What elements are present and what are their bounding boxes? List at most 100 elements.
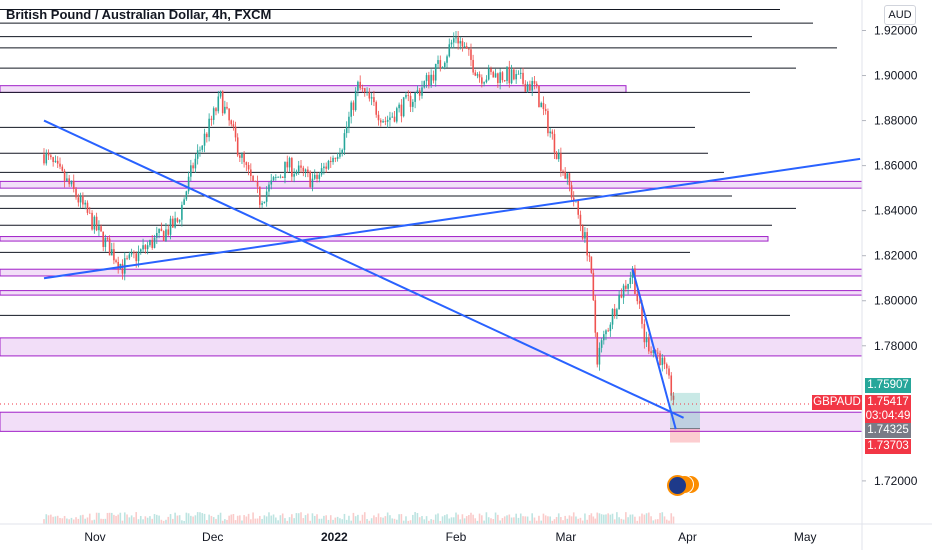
- candle-body: [439, 60, 442, 69]
- candle-body: [165, 229, 167, 241]
- volume-bar: [663, 516, 666, 524]
- candle-body: [409, 95, 412, 107]
- volume-bar: [659, 512, 661, 524]
- volume-bar: [323, 515, 325, 524]
- volume-bar: [104, 518, 107, 524]
- volume-bar: [631, 514, 634, 524]
- candle-body: [187, 176, 190, 192]
- volume-bar: [594, 518, 597, 524]
- candle-body: [270, 180, 273, 185]
- candle-body: [77, 197, 80, 203]
- volume-bar: [172, 518, 174, 524]
- candle-body: [350, 102, 352, 117]
- candle-body: [611, 308, 614, 325]
- candle-body: [529, 84, 531, 91]
- volume-bar: [391, 518, 394, 524]
- volume-bar: [106, 512, 109, 524]
- candle-body: [391, 116, 394, 118]
- volume-bar: [137, 519, 140, 524]
- volume-bar: [598, 513, 601, 524]
- volume-bar: [379, 517, 382, 524]
- volume-bar: [370, 518, 373, 524]
- candle-body: [659, 353, 661, 366]
- candle-body: [52, 157, 54, 163]
- candle-body: [557, 153, 560, 160]
- volume-bar: [584, 513, 586, 524]
- volume-bar: [487, 517, 490, 524]
- volume-bar: [228, 515, 230, 524]
- volume-bar: [239, 515, 241, 524]
- volume-bar: [302, 518, 305, 524]
- volume-bar: [236, 515, 239, 524]
- candle-body: [631, 268, 634, 278]
- volume-bar: [144, 516, 147, 524]
- candle-body: [88, 212, 91, 214]
- economic-events[interactable]: [665, 474, 705, 496]
- candle-body: [185, 191, 188, 200]
- volume-bar: [616, 512, 618, 524]
- volume-bar: [295, 513, 298, 524]
- candle-body: [327, 160, 330, 169]
- volume-bar: [382, 517, 384, 524]
- candle-body: [72, 180, 75, 189]
- volume-bar: [279, 515, 282, 524]
- candle-body: [169, 218, 172, 235]
- candle-body: [524, 83, 527, 92]
- candle-body: [499, 72, 501, 83]
- volume-bar: [70, 517, 73, 524]
- candle-body: [428, 75, 430, 86]
- candle-body: [620, 294, 623, 298]
- volume-bar: [515, 513, 517, 524]
- y-tick-label: 1.86000: [874, 159, 918, 173]
- y-tick-label: 1.78000: [874, 339, 918, 353]
- candle-body: [373, 97, 375, 103]
- candle-body: [643, 323, 646, 343]
- candle-body: [70, 180, 73, 185]
- trendline: [43, 119, 685, 419]
- trendline: [631, 268, 677, 430]
- volume-bar: [158, 515, 160, 524]
- australia-flag-icon[interactable]: [667, 475, 688, 496]
- volume-bar: [291, 514, 293, 524]
- volume-bar: [386, 512, 389, 524]
- volume-bar: [557, 513, 560, 524]
- candle-body: [657, 352, 659, 354]
- candle-body: [232, 124, 235, 127]
- volume-bar: [162, 520, 165, 524]
- volume-bar: [95, 512, 98, 524]
- volume-bar: [284, 518, 286, 524]
- candle-body: [212, 108, 215, 120]
- candle-body: [95, 216, 98, 231]
- candle-body: [382, 121, 384, 123]
- volume-bar: [100, 518, 102, 524]
- candle-body: [68, 178, 70, 185]
- currency-button[interactable]: AUD: [884, 5, 916, 25]
- candle-body: [325, 166, 327, 169]
- candle-body: [307, 169, 309, 172]
- volume-bar: [68, 519, 70, 524]
- candle-body: [366, 91, 368, 93]
- volume-bar: [167, 516, 170, 524]
- volume-bar: [357, 514, 359, 524]
- volume-bar: [448, 518, 451, 524]
- candle-body: [446, 56, 448, 63]
- volume-bar: [84, 518, 86, 524]
- candle-body: [594, 300, 597, 333]
- volume-bar: [402, 520, 405, 524]
- candle-body: [54, 160, 57, 163]
- candle-body: [247, 164, 250, 170]
- volume-bar: [407, 520, 410, 524]
- candle-body: [592, 272, 595, 301]
- candle-body: [478, 74, 481, 78]
- candle-body: [470, 49, 472, 60]
- bar-countdown: 03:04:49: [865, 410, 911, 422]
- candle-body: [215, 108, 217, 112]
- candle-body: [313, 174, 316, 179]
- volume-bar: [169, 514, 172, 524]
- volume-bar: [522, 516, 524, 524]
- volume-bar: [199, 512, 201, 524]
- volume-bar: [531, 513, 533, 524]
- volume-bar: [503, 516, 506, 524]
- candle-body: [555, 152, 558, 160]
